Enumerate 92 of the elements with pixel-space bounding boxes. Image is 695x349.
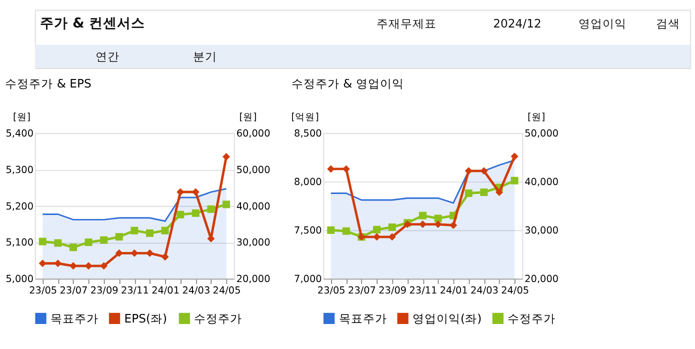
- point: [418, 212, 426, 220]
- y2-tick-label: 30,000: [236, 238, 270, 249]
- text: 검색: [656, 16, 680, 30]
- point: [115, 249, 123, 257]
- x-tick-label: 24/05: [212, 286, 241, 297]
- y2-tick-label: 40,000: [524, 176, 559, 188]
- point: [84, 262, 92, 270]
- point: [38, 238, 46, 246]
- point: [434, 220, 442, 228]
- point: [130, 226, 138, 234]
- text: 2024/12: [493, 16, 542, 30]
- y-tick-label: 5,200: [6, 201, 34, 212]
- point: [222, 152, 230, 160]
- y2-tick-label: 20,000: [524, 274, 559, 286]
- point: [388, 233, 396, 241]
- point: [434, 214, 442, 222]
- text: 영업이익: [578, 16, 627, 30]
- point: [54, 260, 62, 268]
- y-tick-label: 7,500: [294, 226, 322, 237]
- x-tick-label: 23/11: [120, 286, 149, 297]
- point: [388, 223, 396, 231]
- point: [115, 233, 123, 241]
- point: [146, 229, 154, 237]
- y2-axis-title: [원]: [239, 112, 257, 123]
- point: [510, 152, 518, 160]
- point: [207, 205, 215, 213]
- point: [496, 188, 504, 196]
- x-tick-label: 23/07: [60, 286, 88, 297]
- y2-tick-label: 20,000: [236, 274, 270, 286]
- point: [327, 226, 335, 234]
- point: [222, 200, 230, 208]
- point: [100, 262, 108, 270]
- text: 분기: [192, 49, 217, 64]
- y-tick-label: 5,300: [6, 164, 34, 176]
- y2-tick-label: 50,000: [236, 164, 270, 176]
- point: [464, 189, 472, 197]
- legend-label: EPS(좌): [124, 311, 168, 326]
- point: [69, 262, 77, 270]
- x-tick-label: 23/07: [348, 286, 376, 297]
- text: 주가 & 컨센서스: [40, 15, 146, 32]
- legend-label: 영업이익(좌): [412, 311, 482, 326]
- x-tick-label: 24/05: [501, 286, 530, 297]
- point: [69, 244, 77, 252]
- point: [373, 226, 381, 234]
- y-tick-label: 8,000: [294, 176, 322, 188]
- x-tick-label: 23/11: [409, 286, 438, 297]
- x-tick-label: 24/01: [440, 286, 468, 297]
- point: [450, 222, 458, 230]
- y-tick-label: 5,400: [6, 128, 34, 140]
- point: [373, 233, 381, 241]
- point: [480, 188, 488, 196]
- x-tick-label: 24/01: [152, 286, 180, 297]
- legend-label: 수정주가: [194, 311, 242, 326]
- y2-tick-label: 30,000: [524, 226, 559, 237]
- point: [54, 239, 62, 247]
- x-tick-label: 23/09: [90, 286, 118, 297]
- x-tick-label: 24/03: [182, 286, 210, 297]
- point: [176, 210, 184, 218]
- y-axis-title: [원]: [13, 112, 31, 123]
- x-tick-label: 24/03: [470, 286, 498, 297]
- point: [100, 236, 108, 244]
- x-tick-label: 23/09: [378, 286, 407, 297]
- point: [38, 260, 46, 268]
- y2-tick-label: 40,000: [236, 201, 270, 212]
- y-tick-label: 5,100: [6, 238, 34, 249]
- legend-label: 목표주가: [50, 311, 98, 326]
- point: [161, 226, 169, 234]
- point: [418, 220, 426, 228]
- y-tick-label: 7,000: [294, 274, 322, 286]
- legend-label: 수정주가: [508, 311, 556, 326]
- text: 연간: [96, 49, 120, 64]
- x-tick-label: 23/05: [29, 286, 58, 297]
- chart-title: 수정주가 & EPS: [5, 76, 92, 90]
- chart-title: 수정주가 & 영업이익: [291, 76, 404, 90]
- point: [130, 249, 138, 257]
- point: [342, 227, 350, 235]
- text: 목표주가: [338, 311, 387, 326]
- point: [480, 167, 488, 175]
- y2-tick-label: 60,000: [236, 128, 270, 140]
- y-tick-label: 8,500: [294, 128, 322, 140]
- y2-axis-title: [원]: [528, 112, 546, 123]
- text: 주재무제표: [376, 16, 437, 30]
- y-axis-title: [억원]: [291, 112, 319, 123]
- y2-tick-label: 50,000: [524, 128, 559, 140]
- x-tick-label: 23/05: [317, 286, 346, 297]
- point: [192, 209, 200, 217]
- y-tick-label: 5,000: [6, 274, 34, 286]
- point: [464, 167, 472, 175]
- point: [161, 253, 169, 261]
- point: [327, 165, 335, 173]
- point: [84, 238, 92, 246]
- point: [510, 176, 518, 184]
